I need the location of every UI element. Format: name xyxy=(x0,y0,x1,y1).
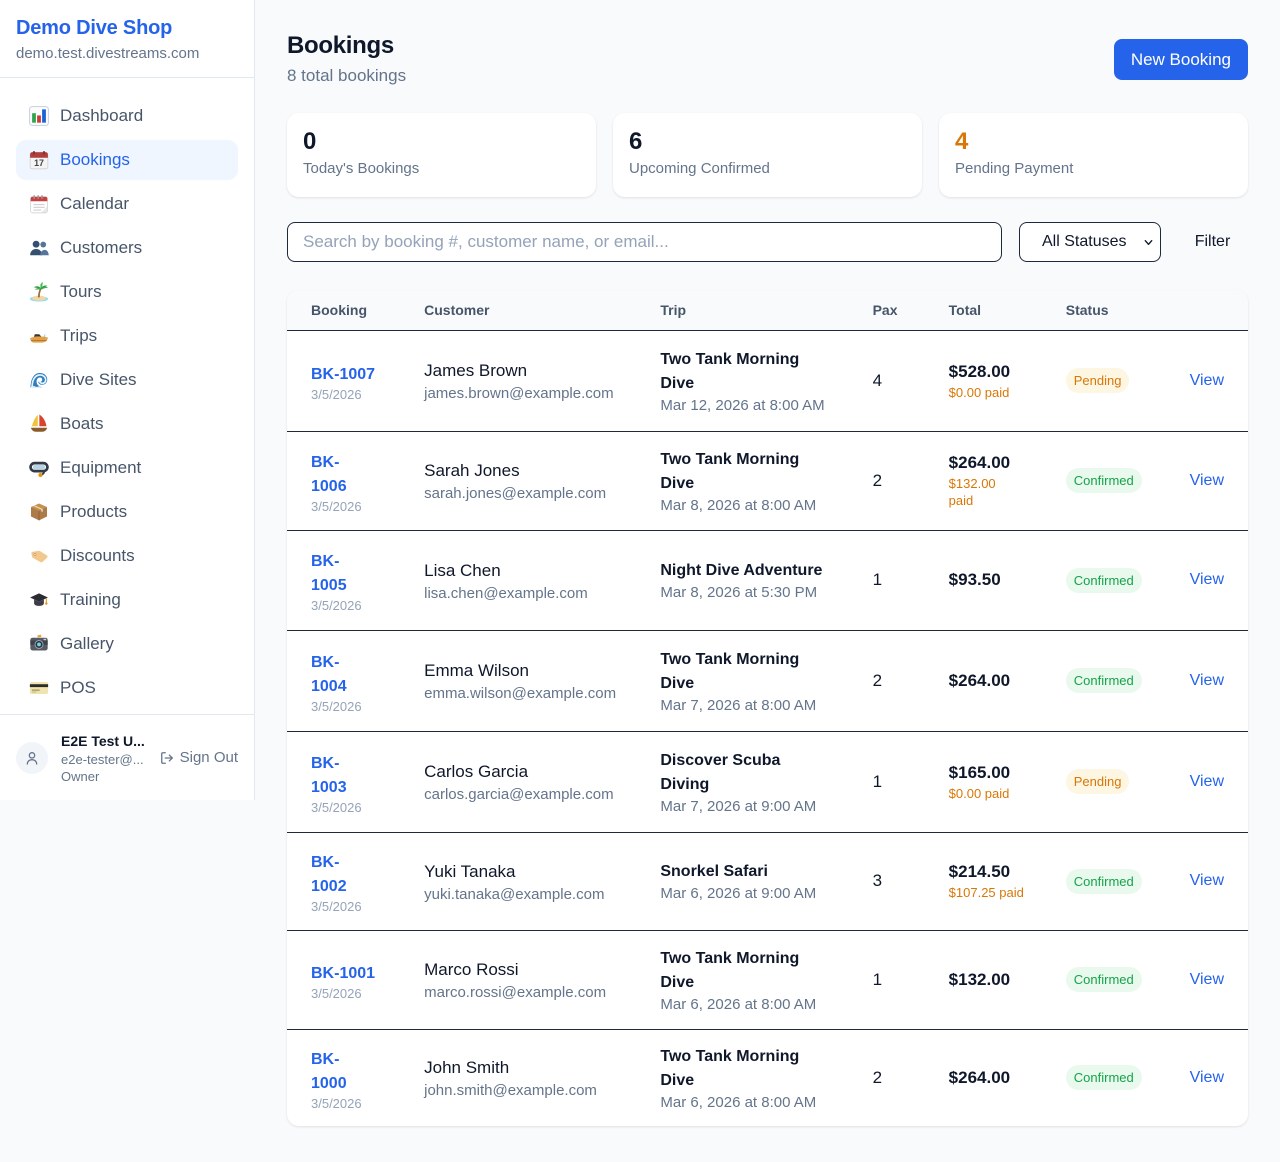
svg-text:17: 17 xyxy=(34,158,44,168)
